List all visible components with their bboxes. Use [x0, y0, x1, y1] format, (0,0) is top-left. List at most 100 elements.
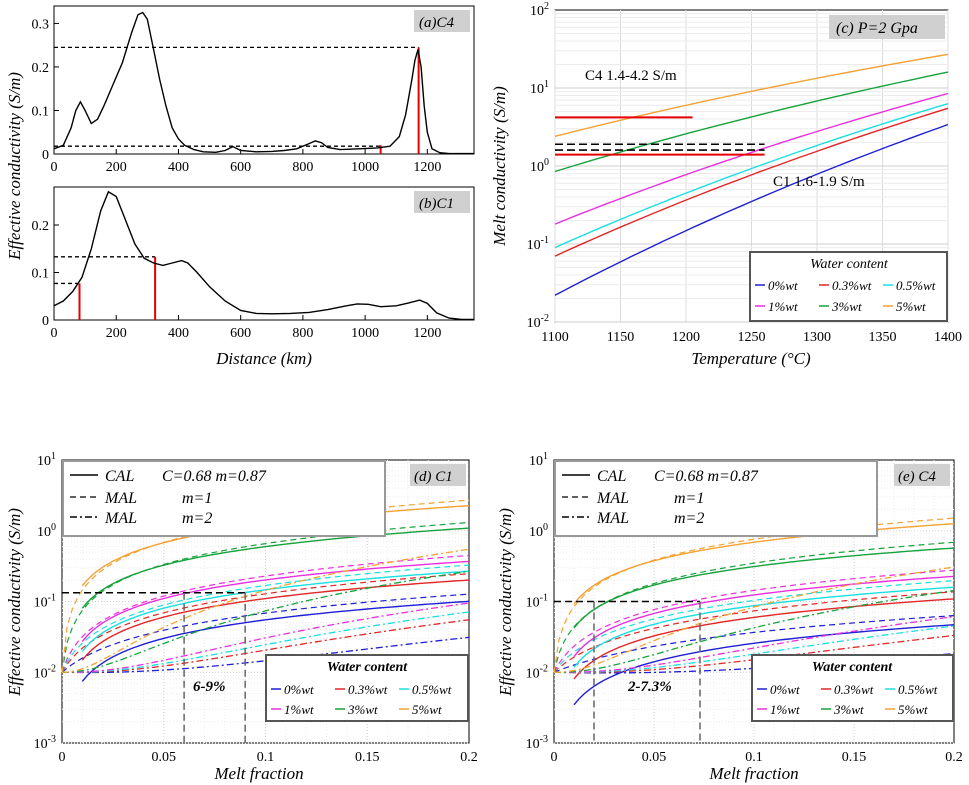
- series-line-mal-m2-1%wt: [62, 602, 470, 673]
- xtick-label-600: 600: [230, 326, 251, 341]
- panel-e-legend-cal-name: CAL: [597, 468, 626, 485]
- ytick-label-0: 0: [42, 148, 49, 163]
- xtick-label-200: 200: [106, 160, 127, 175]
- xtick-label-0: 0: [59, 750, 66, 765]
- series-line-mal-m2-0.5%wt: [62, 611, 470, 674]
- ytick-label-1e1: 101: [37, 451, 56, 469]
- series-line-mal-m1-0%wt: [61, 593, 470, 673]
- legend-label-0.3%wt: 0.3%wt: [832, 278, 872, 293]
- ytick-label-1e0: 100: [530, 157, 549, 175]
- panel-d-ylabel: Effective conductivity (S/m): [5, 508, 24, 697]
- ytick-label-1e2: 102: [530, 1, 549, 19]
- panel-e-model-legend: CAL C=0.68 m=0.87 MAL m=1 MAL m=2: [554, 460, 878, 537]
- series-line-mal-m2-5%wt: [553, 566, 955, 673]
- panel-d-legend-title: Water content: [327, 660, 408, 675]
- panel-e-target-label: 2-7.3%: [627, 679, 672, 695]
- panel-b-frame: [53, 186, 475, 321]
- series-line-cal-3%wt: [573, 547, 955, 629]
- xtick-label-1350: 1350: [869, 330, 897, 345]
- panel-d-target-label: 6-9%: [193, 679, 226, 695]
- panel-a-label-box: [414, 10, 470, 32]
- legend-label-0.5%wt: 0.5%wt: [412, 682, 452, 697]
- panel-e-legend-mal1-params: m=1: [674, 490, 704, 507]
- ytick-label-1: 0.1: [32, 104, 50, 119]
- panel-e: 0 0.05 0.1 0.15 0.2 10-3 10-2 10-1 100 101 (e) C4…: [496, 451, 963, 783]
- series-line-cal-1%wt: [81, 560, 470, 642]
- profile-line: [53, 190, 474, 321]
- series-line-mal-m1-0.3%wt: [61, 573, 470, 673]
- xtick-label-0.2: 0.2: [945, 750, 963, 765]
- profile-line: [53, 11, 474, 155]
- ytick-label-1e-3: 10-3: [34, 734, 56, 752]
- legend-label-0.5%wt: 0.5%wt: [898, 682, 938, 697]
- panel-e-label-box: [894, 464, 950, 486]
- series-line-mal-m2-0%wt: [61, 636, 470, 674]
- series-line-mal-m1-1%wt: [61, 554, 470, 673]
- panel-d-legend-mal1-params: m=1: [182, 490, 212, 507]
- legend-label-3%wt: 3%wt: [347, 702, 378, 717]
- ytick-label-1e0: 100: [37, 522, 56, 540]
- xtick-label-0.15: 0.15: [355, 750, 380, 765]
- legend-label-0%wt: 0%wt: [768, 278, 798, 293]
- ytick-label-1e-1: 10-1: [527, 235, 549, 253]
- xtick-label-1150: 1150: [607, 330, 634, 345]
- panel-d-legend-box: [265, 654, 469, 722]
- ytick-label-1e-1: 10-1: [34, 593, 56, 611]
- panel-e-legend: Water content 0%wt 0.3%wt 0.5%wt 1%wt 3%wt 5%…: [751, 654, 954, 722]
- xtick-label-0.1: 0.1: [257, 750, 275, 765]
- xtick-label-200: 200: [106, 326, 127, 341]
- series-line-mal-m1-0.5%wt: [61, 564, 470, 673]
- series-line-cal-0.3%wt: [573, 598, 955, 680]
- xtick-label-1300: 1300: [803, 330, 831, 345]
- panel-c-label-box: [829, 15, 945, 39]
- ytick-label-1e0: 100: [529, 522, 548, 540]
- legend-label-0.3%wt: 0.3%wt: [834, 682, 874, 697]
- series-line-mal-m1-0.3%wt: [553, 591, 955, 673]
- xtick-label-1200: 1200: [672, 330, 700, 345]
- series-line-mal-m2-3%wt: [61, 570, 470, 673]
- ytick-label-1e1: 101: [530, 79, 549, 97]
- panel-d-legend-cal-name: CAL: [105, 468, 134, 485]
- series-line-mal-m1-0%wt: [553, 615, 955, 673]
- legend-label-1%wt: 1%wt: [284, 702, 314, 717]
- series-line-5%wt: [554, 53, 949, 137]
- panel-a-label: (a)C4: [419, 15, 454, 31]
- ytick-label-1e-2: 10-2: [527, 313, 549, 331]
- ytick-label-3: 0.3: [32, 17, 50, 32]
- series-line-0.3%wt: [554, 107, 949, 257]
- series-line-cal-1%wt: [573, 575, 955, 657]
- ytick-label-0: 0: [42, 314, 49, 329]
- panel-e-legend-mal1-name: MAL: [596, 490, 629, 507]
- panel-e-legend-title: Water content: [812, 660, 893, 675]
- panel-e-model-legend-box: [554, 460, 878, 537]
- xtick-label-1000: 1000: [351, 326, 379, 341]
- xtick-label-0: 0: [551, 750, 558, 765]
- series-line-0.5%wt: [554, 103, 949, 249]
- panel-e-legend-box: [751, 654, 954, 722]
- panel-e-label: (e) C4: [898, 469, 936, 485]
- series-line-mal-m2-3%wt: [554, 589, 955, 673]
- xtick-label-1200: 1200: [413, 160, 441, 175]
- panel-e-legend-mal2-name: MAL: [596, 510, 629, 527]
- xtick-label-1100: 1100: [541, 330, 568, 345]
- panel-d-legend-mal1-name: MAL: [104, 490, 137, 507]
- series-line-cal-0%wt: [573, 624, 955, 706]
- xtick-label-0.15: 0.15: [842, 750, 867, 765]
- xtick-label-800: 800: [292, 326, 313, 341]
- series-line-mal-m2-0.3%wt: [62, 619, 470, 674]
- xtick-label-1200: 1200: [413, 326, 441, 341]
- series-line-0%wt: [554, 123, 949, 296]
- panel-c: 1100 1150 1200 1250 1300 1350 1400 10-2 10-1 100 1…: [490, 1, 962, 368]
- panel-e-ylabel: Effective conductivity (S/m): [496, 508, 515, 697]
- legend-label-0.3%wt: 0.3%wt: [348, 682, 388, 697]
- series-line-mal-m1-5%wt: [553, 517, 955, 673]
- xtick-label-600: 600: [230, 160, 251, 175]
- panel-d-xlabel: Melt fraction: [213, 764, 303, 783]
- panel-c-xlabel: Temperature (°C): [691, 349, 811, 368]
- ytick-label-1e-3: 10-3: [526, 734, 548, 752]
- panel-b-label-box: [414, 191, 470, 213]
- ytick-label-2: 0.2: [32, 219, 50, 234]
- legend-label-0.5%wt: 0.5%wt: [896, 278, 936, 293]
- xtick-label-400: 400: [168, 160, 189, 175]
- xtick-label-0.05: 0.05: [642, 750, 667, 765]
